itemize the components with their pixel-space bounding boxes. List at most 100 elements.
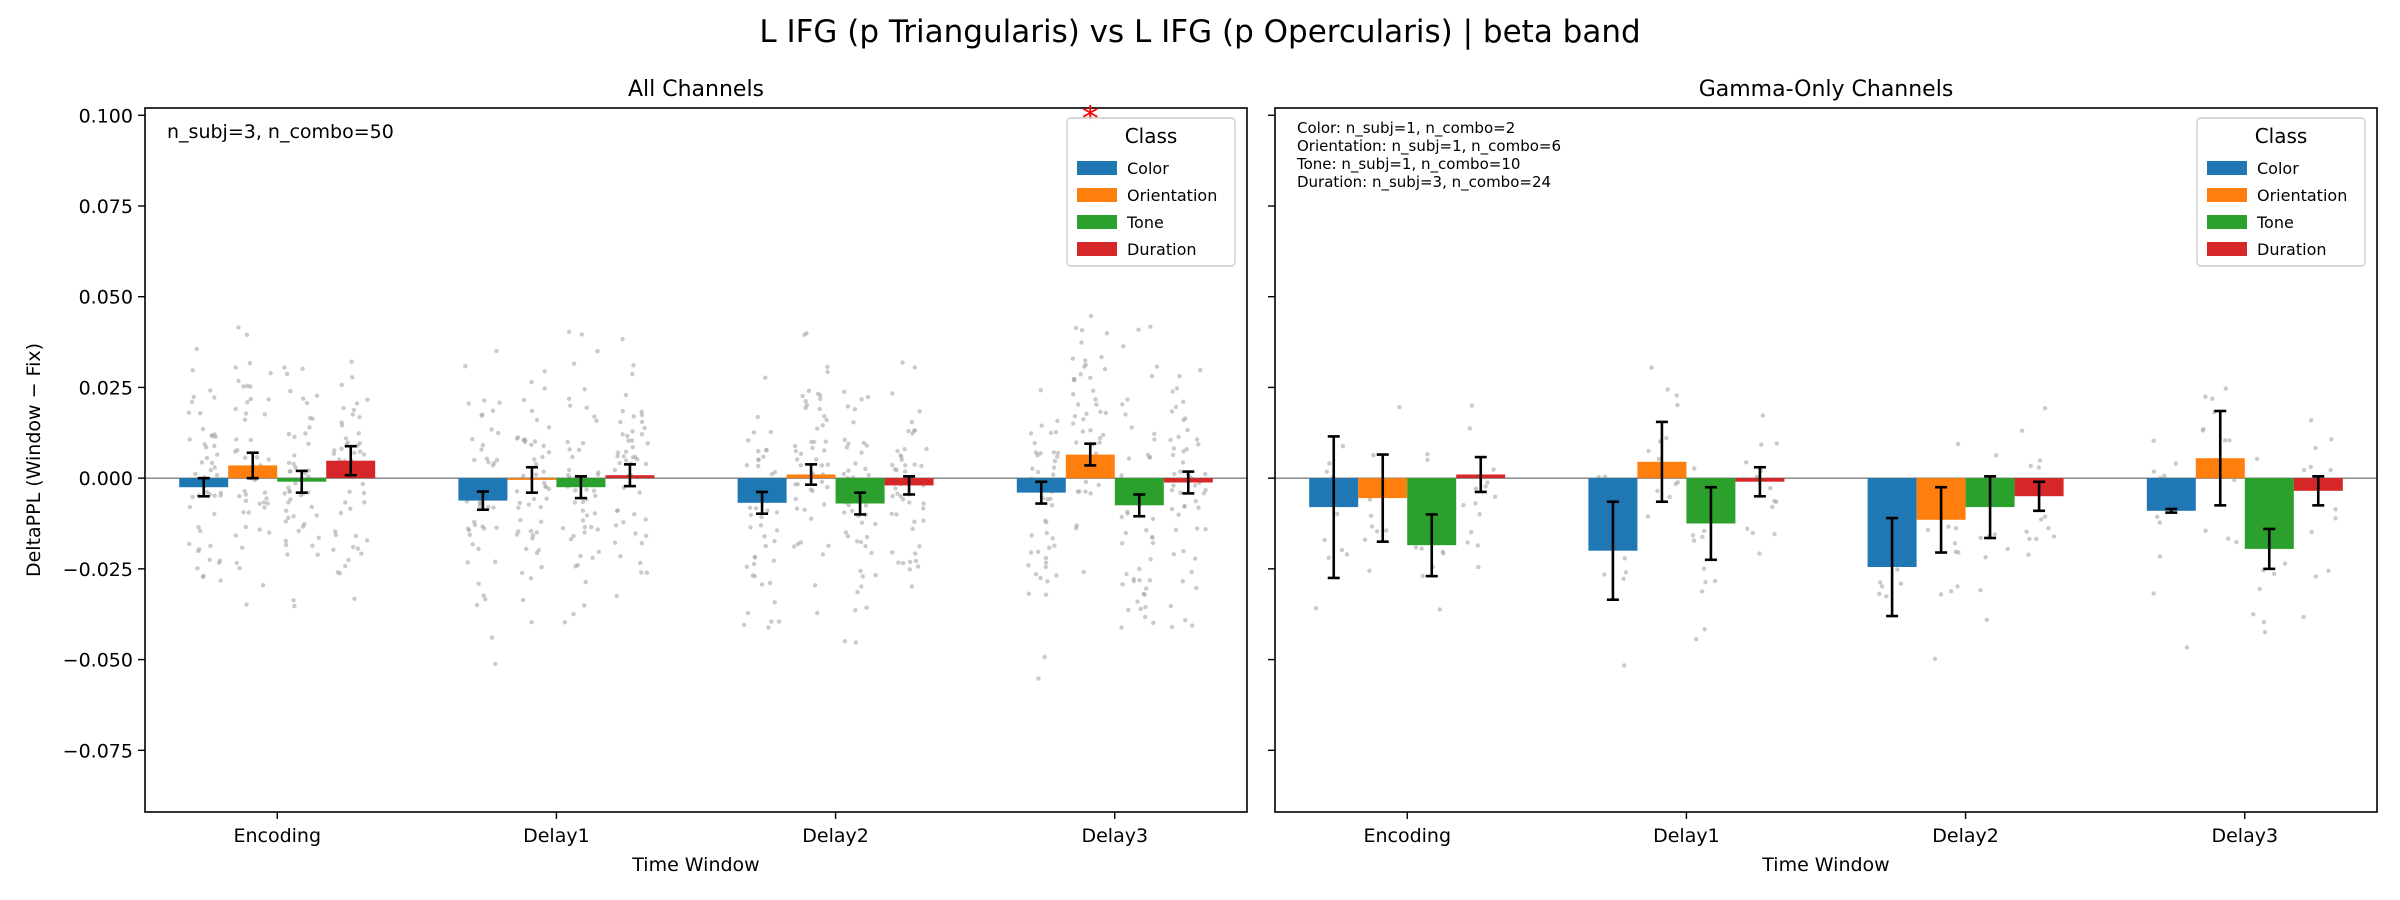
scatter-point [198,528,203,534]
scatter-point [310,416,315,421]
scatter-point [1744,460,1749,465]
scatter-point [1984,617,1990,622]
legend-swatch-color [1077,161,1117,175]
scatter-point [207,557,212,562]
scatter-point [350,412,356,417]
scatter-point [533,461,539,467]
scatter-point [304,400,310,406]
scatter-point [820,552,826,557]
scatter-point [466,401,471,406]
scatter-point [818,396,823,402]
scatter-point [902,469,908,474]
scatter-point [1185,427,1190,433]
scatter-point [2301,614,2306,620]
scatter-point [2333,507,2338,512]
scatter-point [265,501,270,506]
scatter-point [1149,373,1155,379]
scatter-point [1044,530,1049,536]
scatter-point [591,488,597,493]
scatter-point [2151,591,2156,596]
scatter-point [890,494,895,499]
scatter-point [536,548,541,553]
scatter-point [2184,645,2190,650]
scatter-point [520,597,526,603]
scatter-point [1184,447,1189,452]
scatter-point [2226,536,2231,541]
scatter-point [910,526,915,532]
scatter-point [362,500,367,505]
scatter-point [1088,313,1094,319]
scatter-point [809,439,814,445]
scatter-point [795,482,800,487]
scatter-point [873,573,878,578]
scatter-point [1083,479,1089,485]
scatter-point [196,548,201,554]
scatter-point [1621,576,1626,581]
scatter-point [851,420,856,425]
scatter-point [1078,372,1083,377]
legend-label-tone: Tone [1126,213,1164,232]
scatter-point [1045,496,1050,502]
scatter-point [365,397,370,402]
scatter-point [921,518,926,523]
scatter-point [1182,504,1187,509]
scatter-point [474,603,480,608]
scatter-point [1039,423,1044,428]
scatter-point [1129,425,1134,430]
scatter-point [1096,482,1101,488]
scatter-point [1983,555,1988,560]
scatter-point [912,519,917,524]
scatter-point [242,488,247,494]
scatter-point [352,596,357,601]
scatter-point [593,493,598,498]
scatter-point [1074,440,1079,445]
scatter-point [345,440,350,445]
scatter-point [858,568,863,574]
scatter-point [753,506,759,511]
scatter-point [1088,491,1093,496]
scatter-point [493,661,498,667]
scatter-point [268,370,273,376]
scatter-point [817,406,822,412]
scatter-point [620,336,625,342]
scatter-point [1467,426,1473,431]
scatter-point [893,486,898,491]
scatter-point [204,455,210,461]
scatter-point [573,488,578,493]
scatter-point [1145,452,1151,458]
scatter-point [1174,386,1180,391]
scatter-point [582,530,587,535]
scatter-point [2051,534,2057,539]
x-axis-label: Time Window [631,854,759,876]
scatter-point [1692,466,1697,471]
scatter-point [864,443,869,448]
scatter-point [863,503,869,508]
scatter-point [1475,543,1481,548]
scatter-point [846,441,851,446]
scatter-point [631,363,636,368]
scatter-point [890,550,895,555]
scatter-point [233,533,238,538]
scatter-point [1194,437,1200,442]
scatter-point [1030,466,1035,471]
x-tick-label: Delay3 [1081,825,1148,847]
scatter-point [190,368,195,373]
scatter-point [592,511,598,516]
scatter-point [2042,406,2048,411]
scatter-point [745,610,751,616]
y-axis-label: DeltaPPL (Window − Fix) [23,343,45,577]
scatter-point [859,450,864,455]
scatter-point [2222,438,2228,443]
scatter-point [819,479,825,484]
scatter-point [245,383,250,389]
scatter-point [1483,484,1488,489]
scatter-point [242,417,248,422]
scatter-point [858,539,864,545]
scatter-point [353,533,358,539]
scatter-point [1675,402,1680,408]
scatter-point [1099,355,1104,360]
scatter-point [2262,630,2268,635]
scatter-point [1072,414,1078,419]
scatter-point [584,405,589,410]
scatter-point [762,534,767,539]
